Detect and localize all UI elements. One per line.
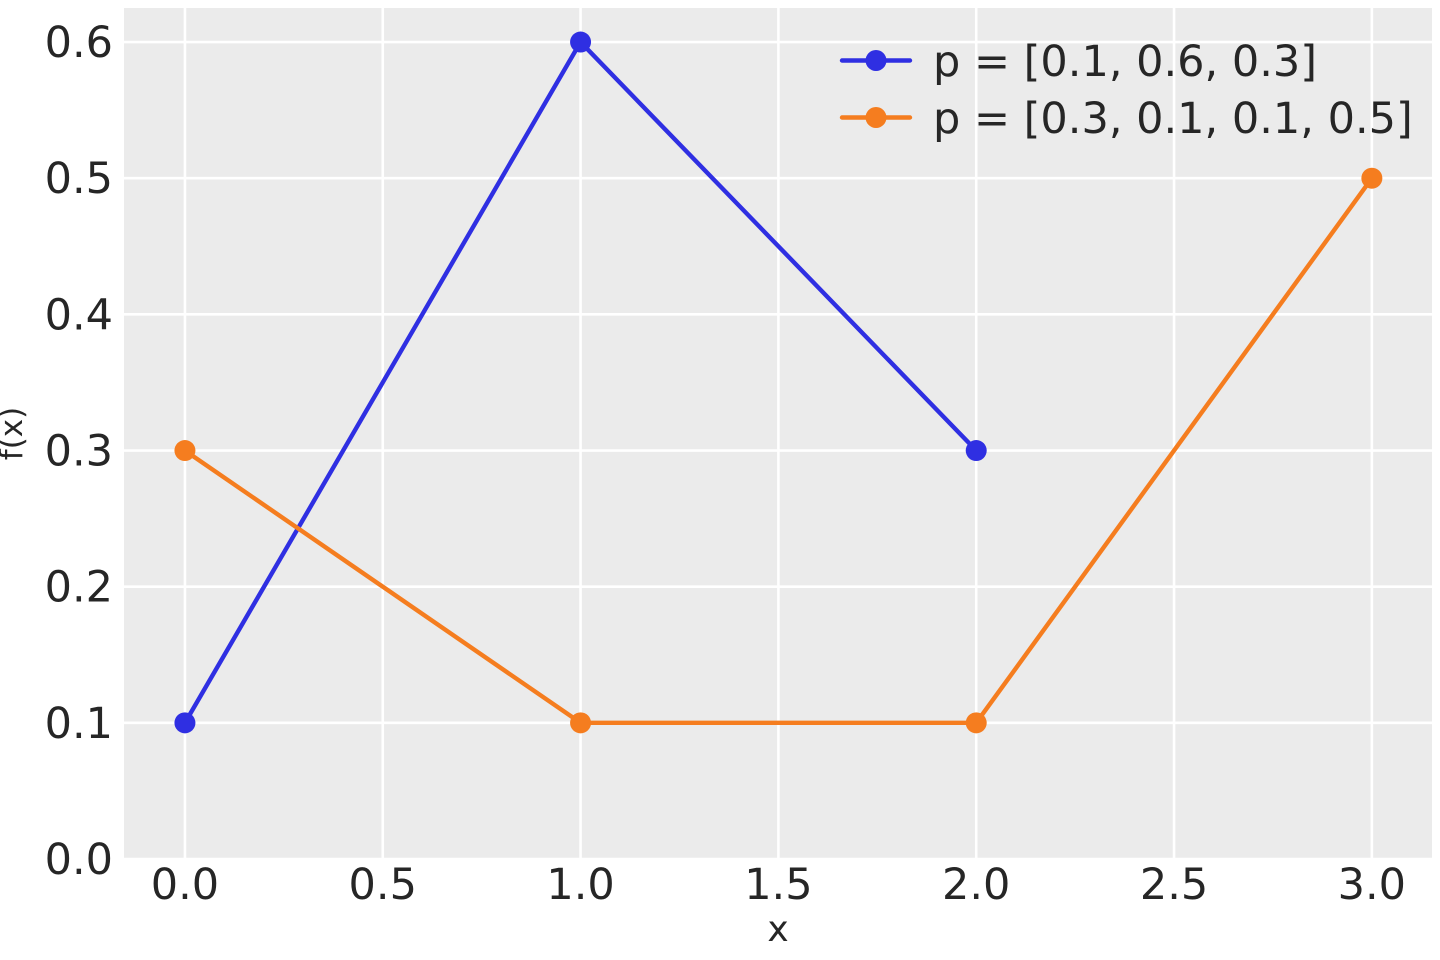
y-tick-label: 0.1: [45, 699, 113, 749]
y-tick-label: 0.4: [45, 290, 113, 340]
x-tick-label: 1.0: [546, 860, 614, 910]
x-tick-label: 1.5: [744, 860, 812, 910]
x-axis-label: x: [767, 909, 788, 950]
series-0: [174, 31, 987, 734]
x-tick-label: 2.5: [1140, 860, 1208, 910]
x-tick-label: 2.0: [942, 860, 1010, 910]
y-tick-label: 0.3: [45, 427, 113, 477]
legend: p = [0.1, 0.6, 0.3] p = [0.3, 0.1, 0.1, 0…: [839, 37, 1413, 144]
legend-label: p = [0.3, 0.1, 0.1, 0.5]: [933, 94, 1413, 144]
y-tick-label: 0.6: [45, 18, 113, 68]
legend-label: p = [0.1, 0.6, 0.3]: [933, 37, 1317, 87]
legend-marker: [865, 107, 887, 128]
y-axis-label: f(x): [0, 407, 30, 460]
data-point-marker: [965, 712, 987, 734]
data-point-marker: [570, 712, 592, 734]
y-tick-label: 0.5: [45, 154, 113, 204]
x-tick-label: 0.5: [349, 860, 417, 910]
y-tick-label: 0.2: [45, 563, 113, 613]
data-point-marker: [965, 440, 987, 462]
data-point-marker: [1361, 167, 1383, 189]
x-tick-label: 0.0: [151, 860, 219, 910]
series-1: [174, 167, 1383, 734]
y-tick-label: 0.0: [45, 835, 113, 885]
x-tick-label: 3.0: [1338, 860, 1406, 910]
grid: [124, 8, 1432, 861]
data-point-marker: [570, 31, 592, 53]
data-point-marker: [174, 440, 196, 462]
legend-entry: p = [0.1, 0.6, 0.3]: [839, 37, 1317, 87]
series-line: [182, 175, 1375, 726]
legend-marker: [865, 50, 887, 71]
legend-entry: p = [0.3, 0.1, 0.1, 0.5]: [839, 94, 1413, 144]
data-point-marker: [174, 712, 196, 734]
